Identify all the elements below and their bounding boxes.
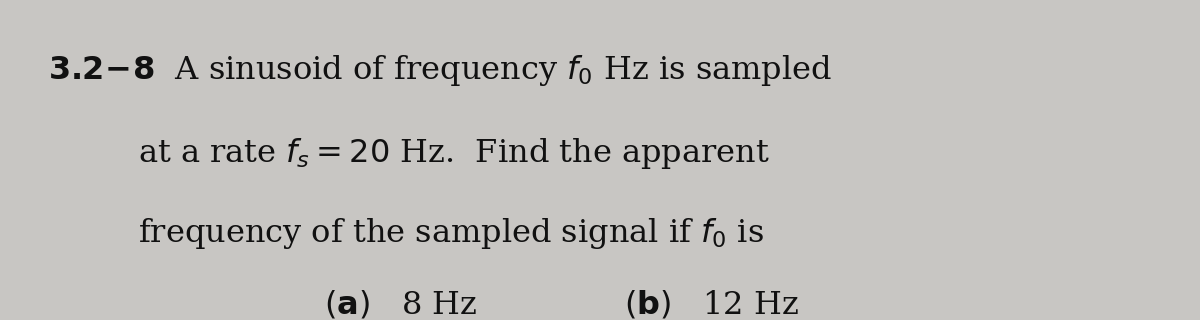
Text: at a rate $f_s = 20$ Hz.  Find the apparent: at a rate $f_s = 20$ Hz. Find the appare… <box>138 136 769 171</box>
Text: $\mathbf{3.2\!-\!8}$  A sinusoid of frequency $f_0$ Hz is sampled: $\mathbf{3.2\!-\!8}$ A sinusoid of frequ… <box>48 53 832 88</box>
Text: $(\mathbf{b})$   12 Hz: $(\mathbf{b})$ 12 Hz <box>624 288 799 320</box>
Text: $(\mathbf{a})$   8 Hz: $(\mathbf{a})$ 8 Hz <box>324 288 478 320</box>
Text: frequency of the sampled signal if $f_0$ is: frequency of the sampled signal if $f_0$… <box>138 216 764 251</box>
